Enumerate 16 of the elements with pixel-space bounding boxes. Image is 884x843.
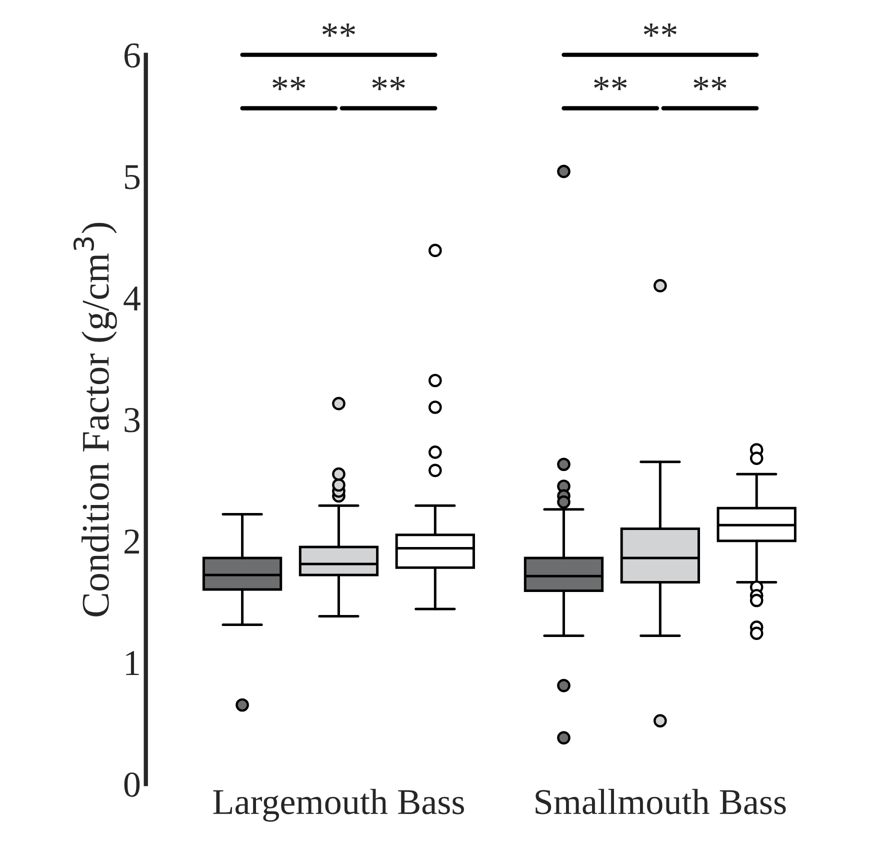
y-axis-title: Condition Factor (g/cm$^{3}$): [73, 222, 117, 616]
y-tick-label: 4: [124, 286, 140, 310]
annotation: **: [272, 76, 306, 90]
y-tick-label: 2: [124, 530, 140, 554]
x-tick-label: Largemouth Bass: [213, 788, 464, 822]
annotation: **: [694, 76, 726, 90]
annotation: **: [372, 76, 405, 90]
x-tick-label: Smallmouth Bass: [536, 788, 786, 814]
annotation: **: [594, 76, 627, 90]
y-tick-label: 6: [124, 43, 140, 68]
y-tick-label: 5: [125, 165, 140, 190]
text: **: [322, 23, 356, 37]
y-tick-label: 1: [126, 651, 139, 675]
y-tick-label: 0: [124, 772, 140, 797]
text: **: [644, 23, 677, 37]
y-tick-label: 3: [124, 408, 140, 432]
